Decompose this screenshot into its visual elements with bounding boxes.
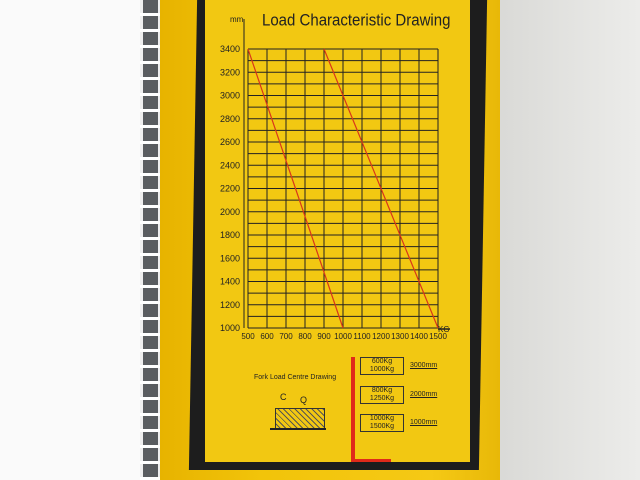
load-rating: 600Kg 1000Kg xyxy=(369,358,395,373)
fork-bottom xyxy=(351,459,391,462)
x-tick-label: 500 xyxy=(241,332,255,341)
load-block-hatched xyxy=(275,408,325,430)
y-tick-label: 2800 xyxy=(220,114,240,124)
x-tick-label: 900 xyxy=(317,332,331,341)
chart-title: Load Characteristic Drawing xyxy=(262,11,451,30)
load-box xyxy=(360,386,404,404)
label-q: Q xyxy=(300,395,308,405)
y-tick-label: 1800 xyxy=(220,230,240,240)
x-tick-label: 700 xyxy=(279,332,293,341)
y-tick-label: 1600 xyxy=(220,253,240,263)
background-wall xyxy=(495,0,640,480)
load-rating: 1000Kg 1500Kg xyxy=(369,415,395,430)
y-tick-label: 2400 xyxy=(220,160,240,170)
lift-height: 3000mm xyxy=(410,362,438,369)
x-tick-label: 1300 xyxy=(391,332,409,341)
y-tick-label: 2200 xyxy=(220,184,240,194)
label-c: C xyxy=(280,392,287,402)
load-curve xyxy=(247,48,344,329)
y-axis-unit: mm xyxy=(230,15,244,24)
y-tick-label: 3000 xyxy=(220,91,240,101)
x-tick-label: 1100 xyxy=(353,332,371,341)
lift-height: 1000mm xyxy=(410,419,438,426)
x-tick-label: 600 xyxy=(260,332,274,341)
mast xyxy=(351,357,355,462)
x-tick-label: 1500 xyxy=(429,332,447,341)
y-tick-label: 2000 xyxy=(220,207,240,217)
y-tick-label: 1000 xyxy=(220,323,240,333)
x-tick-label: 1000 xyxy=(334,332,352,341)
load-curve xyxy=(323,48,439,329)
fork-diagram-title: Fork Load Centre Drawing xyxy=(254,374,337,381)
y-tick-label: 3400 xyxy=(220,44,240,54)
x-tick-label: 800 xyxy=(298,332,312,341)
y-tick-label: 1200 xyxy=(220,300,240,310)
sticker-panel xyxy=(205,0,470,462)
lift-height: 2000mm xyxy=(410,391,438,398)
load-box xyxy=(360,357,404,375)
y-tick-label: 3200 xyxy=(220,67,240,77)
fork-base xyxy=(270,428,326,430)
x-tick-label: 1400 xyxy=(410,332,428,341)
load-box xyxy=(360,414,404,432)
y-tick-label: 1400 xyxy=(220,277,240,287)
x-tick-label: 1200 xyxy=(372,332,390,341)
background xyxy=(0,0,140,480)
y-tick-label: 2600 xyxy=(220,137,240,147)
load-rating: 800Kg 1250Kg xyxy=(369,387,395,402)
